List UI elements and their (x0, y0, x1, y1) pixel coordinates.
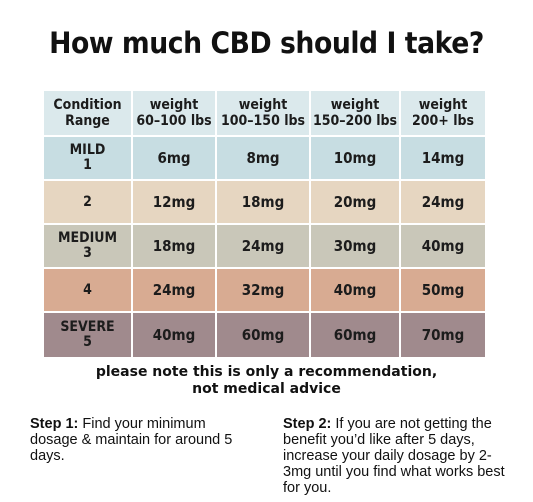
header-weight-col-line: weight (418, 97, 468, 113)
row-label: SEVERE 5 (44, 313, 131, 357)
header-weight-col-line: 200+ lbs (411, 113, 475, 129)
dosage-cell: 12mg (133, 181, 215, 223)
dosage-cell: 20mg (311, 181, 399, 223)
dosage-cell: 8mg (217, 137, 309, 179)
dosage-cell: 32mg (217, 269, 309, 311)
header-weight-col-line: 60–100 lbs (136, 113, 212, 129)
row-label-line: 1 (83, 157, 92, 173)
header-weight-col-line: weight (149, 97, 199, 113)
step-1-text: Find your minimum dosage & maintain for … (30, 416, 233, 464)
dosage-cell: 10mg (311, 137, 399, 179)
disclaimer-line-1: please note this is only a recommendatio… (95, 364, 438, 380)
header-condition-range: Condition Range (44, 91, 131, 135)
dosage-cell: 24mg (217, 225, 309, 267)
row-label-line: MILD (69, 142, 106, 158)
dosage-cell: 30mg (311, 225, 399, 267)
header-weight-col-line: 100–150 lbs (220, 113, 306, 129)
dosage-cell: 24mg (133, 269, 215, 311)
dosage-table: Condition Range weight 60–100 lbs weight 100–… (44, 91, 486, 359)
dosage-cell: 18mg (133, 225, 215, 267)
row-label: 4 (44, 269, 131, 311)
dosage-cell: 40mg (401, 225, 485, 267)
row-label-line: 3 (83, 245, 92, 261)
dosage-cell: 60mg (311, 313, 399, 357)
dosage-cell: 50mg (401, 269, 485, 311)
header-weight-col: weight 200+ lbs (401, 91, 485, 135)
dosage-cell: 18mg (217, 181, 309, 223)
row-label-line: 5 (83, 334, 92, 350)
header-condition-range-line: Range (65, 113, 110, 129)
row-label-line: MEDIUM (57, 230, 118, 246)
header-weight-col: weight 60–100 lbs (133, 91, 215, 135)
step-2-text: If you are not getting the benefit you’d… (283, 416, 505, 496)
header-weight-col-line: weight (238, 97, 288, 113)
dosage-cell: 60mg (217, 313, 309, 357)
row-label-line: 4 (83, 281, 92, 298)
row-label: MILD 1 (44, 137, 131, 179)
dosage-cell: 24mg (401, 181, 485, 223)
disclaimer-note: please note this is only a recommendatio… (0, 364, 533, 398)
row-label-line: SEVERE (60, 319, 115, 335)
step-2-heading: Step 2: (283, 416, 332, 432)
header-condition-range-line: Condition (53, 97, 122, 113)
header-weight-col: weight 100–150 lbs (217, 91, 309, 135)
disclaimer-line-2: not medical advice (192, 381, 341, 397)
dosage-cell: 40mg (311, 269, 399, 311)
dosage-cell: 6mg (133, 137, 215, 179)
row-label: MEDIUM 3 (44, 225, 131, 267)
row-label-line: 2 (83, 193, 92, 210)
dosage-cell: 40mg (133, 313, 215, 357)
step-2: Step 2: If you are not getting the benef… (283, 416, 508, 496)
step-1-heading: Step 1: (30, 416, 79, 432)
step-1: Step 1: Find your minimum dosage & maint… (30, 416, 248, 464)
dosage-cell: 70mg (401, 313, 485, 357)
header-weight-col: weight 150–200 lbs (311, 91, 399, 135)
page-title: How much CBD should I take? (49, 26, 484, 60)
row-label: 2 (44, 181, 131, 223)
dosage-cell: 14mg (401, 137, 485, 179)
header-weight-col-line: 150–200 lbs (312, 113, 398, 129)
header-weight-col-line: weight (330, 97, 380, 113)
